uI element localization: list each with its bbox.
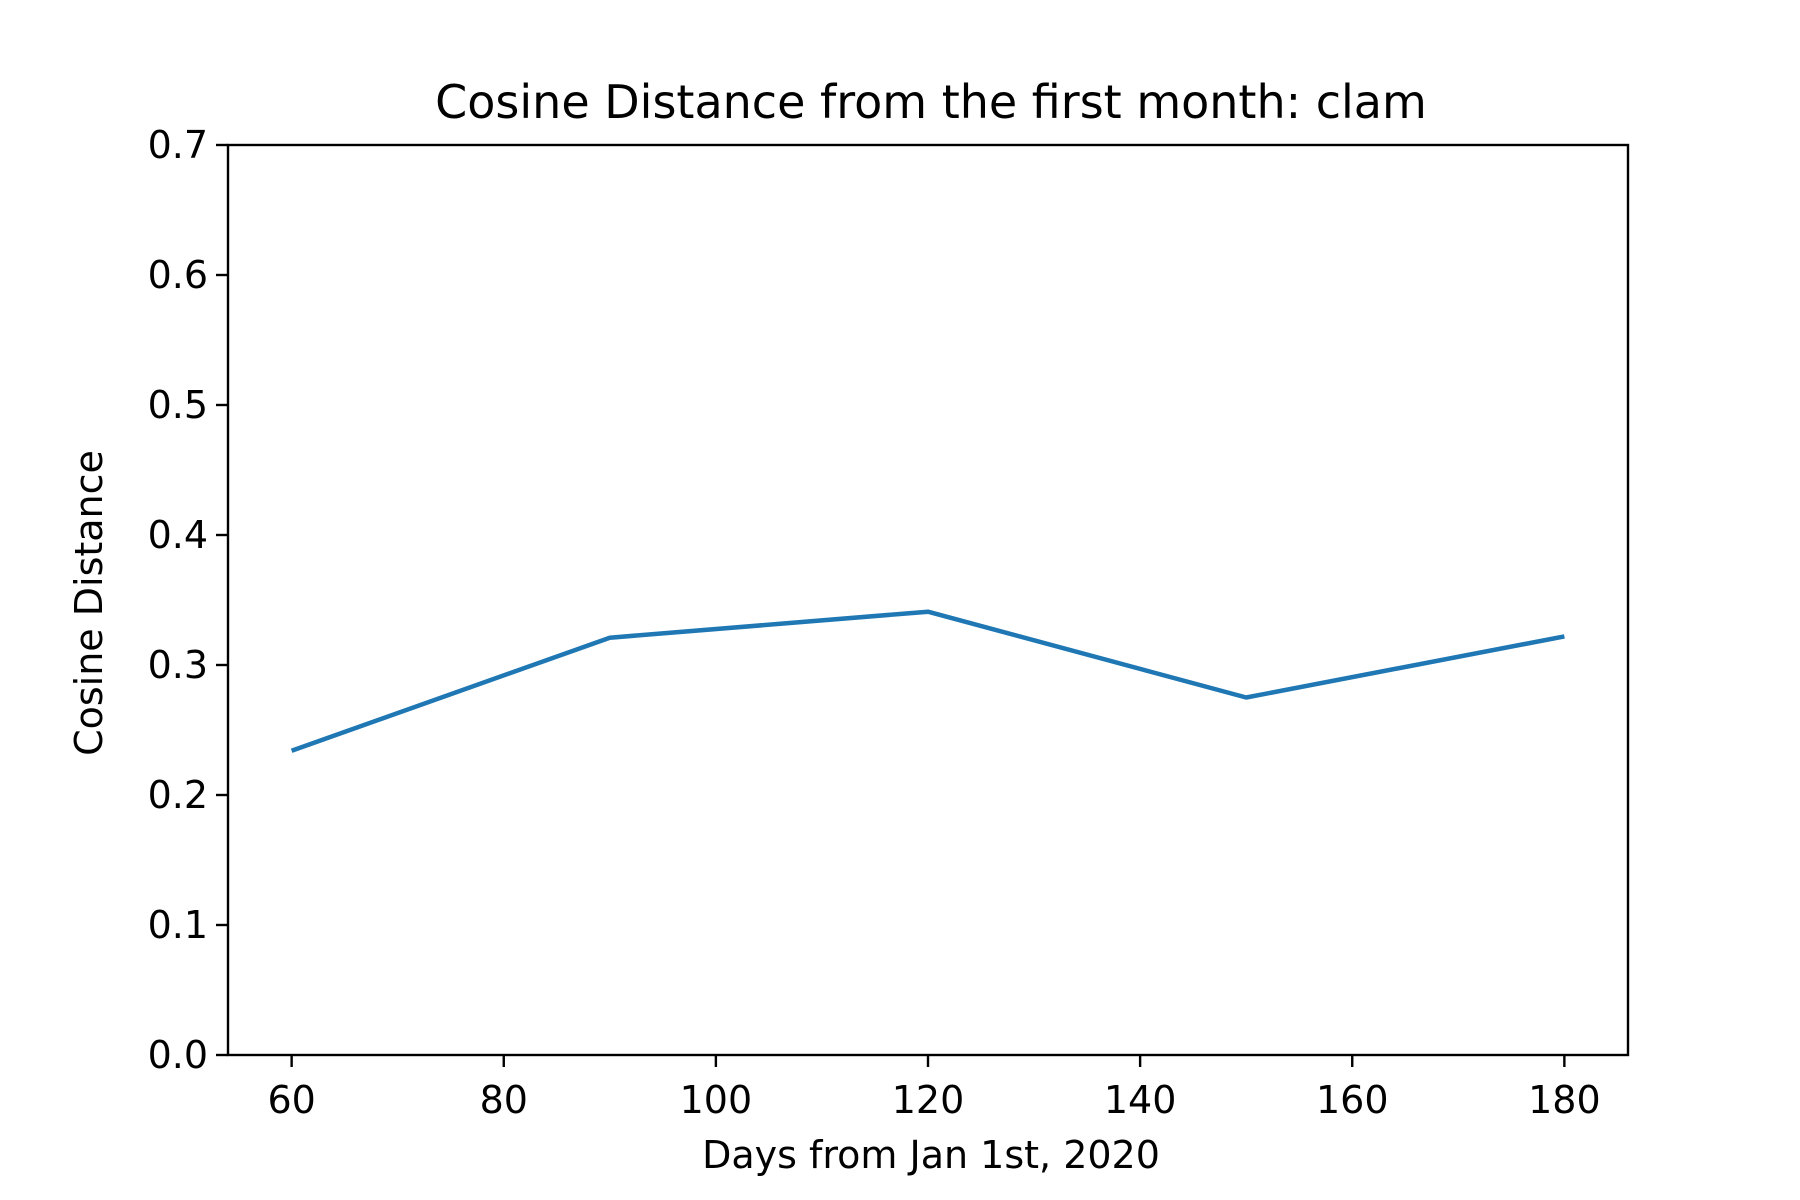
y-tick-label: 0.3 xyxy=(148,643,208,687)
y-tick-label: 0.5 xyxy=(148,383,208,427)
x-tick-label: 140 xyxy=(1104,1078,1177,1122)
x-tick-label: 60 xyxy=(267,1078,315,1122)
y-axis-ticks: 0.0 0.1 0.2 0.3 0.4 0.5 0.6 0.7 xyxy=(148,123,228,1077)
y-tick-label: 0.0 xyxy=(148,1033,208,1077)
x-axis-ticks: 60 80 100 120 140 160 180 xyxy=(267,1055,1601,1122)
series-line xyxy=(290,609,1565,753)
plot-frame xyxy=(226,143,1630,1057)
chart-title: Cosine Distance from the first month: cl… xyxy=(435,75,1427,129)
x-tick-label: 100 xyxy=(680,1078,753,1122)
y-tick-label: 0.6 xyxy=(148,253,208,297)
y-axis-label: Cosine Distance xyxy=(67,450,111,756)
y-tick-label: 0.4 xyxy=(148,513,208,557)
y-tick-label: 0.7 xyxy=(148,123,208,167)
y-tick-label: 0.2 xyxy=(148,773,208,817)
x-tick-label: 160 xyxy=(1316,1078,1389,1122)
y-tick-label: 0.1 xyxy=(148,903,208,947)
x-tick-label: 180 xyxy=(1528,1078,1601,1122)
series-layer xyxy=(290,609,1565,753)
x-axis-label: Days from Jan 1st, 2020 xyxy=(702,1133,1160,1177)
x-tick-label: 80 xyxy=(480,1078,528,1122)
x-tick-label: 120 xyxy=(892,1078,965,1122)
